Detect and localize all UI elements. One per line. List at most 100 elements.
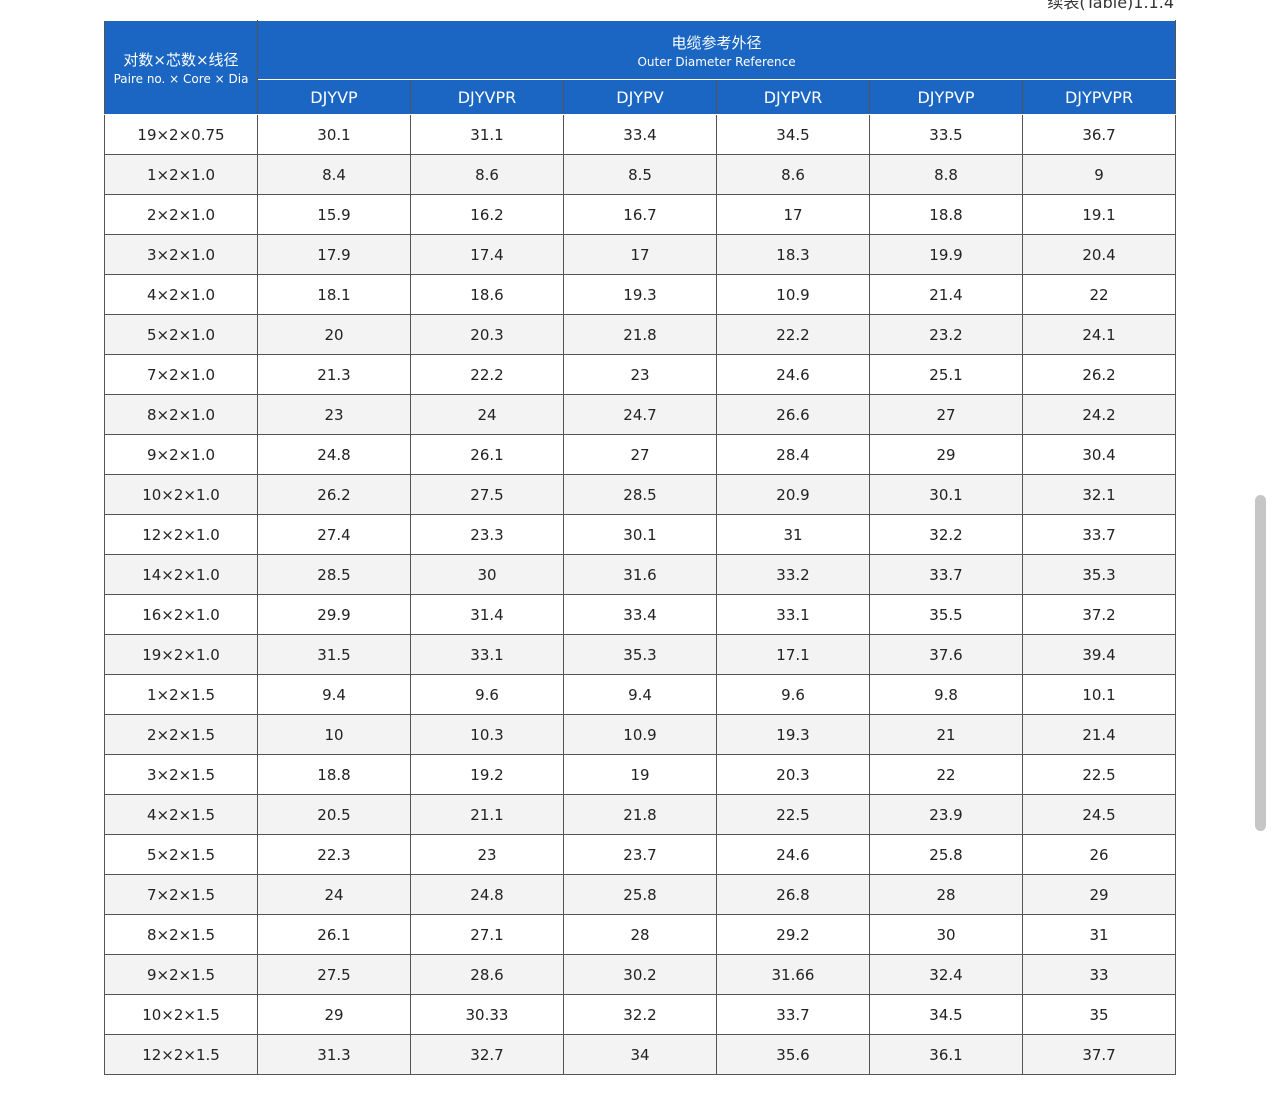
value-cell: 33 [1021, 954, 1177, 995]
value-cell: 24.6 [716, 834, 870, 875]
value-cell: 23.9 [869, 794, 1023, 835]
value-cell: 16.2 [410, 194, 564, 235]
value-cell: 31 [1021, 914, 1177, 955]
table-row: 9×2×1.0 24.8 26.1 27 28.4 29 30.4 [104, 434, 1177, 475]
group-header-cn: 电缆参考外径 [671, 33, 762, 52]
value-cell: 24.2 [1021, 394, 1177, 435]
table-caption: 续表(Table)1.1.4 [1047, 0, 1174, 12]
value-cell: 30.1 [563, 514, 717, 555]
value-cell: 32.2 [869, 514, 1023, 555]
value-cell: 33.7 [1021, 514, 1177, 555]
value-cell: 36.1 [869, 1034, 1023, 1075]
data-table: 对数×芯数×线径 Paire no. × Core × Dia 电缆参考外径 O… [104, 20, 1177, 1075]
value-cell: 33.1 [410, 634, 564, 675]
value-cell: 35.3 [563, 634, 717, 675]
value-cell: 8.4 [257, 154, 411, 195]
spec-header: 对数×芯数×线径 Paire no. × Core × Dia [104, 20, 258, 115]
value-cell: 32.7 [410, 1034, 564, 1075]
value-cell: 26.1 [257, 914, 411, 955]
value-cell: 31.1 [410, 114, 564, 155]
value-cell: 32.2 [563, 994, 717, 1035]
value-cell: 26.2 [257, 474, 411, 515]
value-cell: 28.6 [410, 954, 564, 995]
table-row: 9×2×1.5 27.5 28.6 30.2 31.66 32.4 33 [104, 954, 1177, 995]
value-cell: 20.4 [1021, 234, 1177, 275]
value-cell: 10.9 [563, 714, 717, 755]
value-cell: 20.5 [257, 794, 411, 835]
value-cell: 18.3 [716, 234, 870, 275]
value-cell: 33.2 [716, 554, 870, 595]
value-cell: 30.2 [563, 954, 717, 995]
value-cell: 19.3 [716, 714, 870, 755]
value-cell: 9.4 [563, 674, 717, 715]
spec-cell: 8×2×1.0 [104, 394, 258, 435]
spec-cell: 10×2×1.5 [104, 994, 258, 1035]
value-cell: 31.4 [410, 594, 564, 635]
value-cell: 27.5 [257, 954, 411, 995]
value-cell: 19.2 [410, 754, 564, 795]
value-cell: 25.8 [563, 874, 717, 915]
spec-cell: 7×2×1.5 [104, 874, 258, 915]
value-cell: 9 [1021, 154, 1177, 195]
value-cell: 32.1 [1021, 474, 1177, 515]
value-cell: 33.4 [563, 114, 717, 155]
value-cell: 21.4 [1021, 714, 1177, 755]
value-cell: 29 [869, 434, 1023, 475]
value-cell: 30.4 [1021, 434, 1177, 475]
value-cell: 9.4 [257, 674, 411, 715]
value-cell: 24.5 [1021, 794, 1177, 835]
value-cell: 31.5 [257, 634, 411, 675]
value-cell: 24.7 [563, 394, 717, 435]
value-cell: 21 [869, 714, 1023, 755]
table-row: 16×2×1.0 29.9 31.4 33.4 33.1 35.5 37.2 [104, 594, 1177, 635]
spec-header-cn: 对数×芯数×线径 [123, 51, 239, 69]
table-row: 12×2×1.5 31.3 32.7 34 35.6 36.1 37.7 [104, 1034, 1177, 1075]
spec-cell: 16×2×1.0 [104, 594, 258, 635]
spec-cell: 2×2×1.5 [104, 714, 258, 755]
value-cell: 18.1 [257, 274, 411, 315]
value-cell: 25.8 [869, 834, 1023, 875]
table-row: 10×2×1.0 26.2 27.5 28.5 20.9 30.1 32.1 [104, 474, 1177, 515]
value-cell: 16.7 [563, 194, 717, 235]
value-cell: 19.1 [1021, 194, 1177, 235]
spec-cell: 5×2×1.0 [104, 314, 258, 355]
value-cell: 37.2 [1021, 594, 1177, 635]
table-row: 7×2×1.5 24 24.8 25.8 26.8 28 29 [104, 874, 1177, 915]
value-cell: 17.4 [410, 234, 564, 275]
value-cell: 37.7 [1021, 1034, 1177, 1075]
value-cell: 26 [1021, 834, 1177, 875]
value-cell: 22.3 [257, 834, 411, 875]
value-cell: 17.1 [716, 634, 870, 675]
value-cell: 21.4 [869, 274, 1023, 315]
value-cell: 22.2 [716, 314, 870, 355]
table-row: 5×2×1.5 22.3 23 23.7 24.6 25.8 26 [104, 834, 1177, 875]
value-cell: 23.3 [410, 514, 564, 555]
value-cell: 31.6 [563, 554, 717, 595]
value-cell: 26.2 [1021, 354, 1177, 395]
value-cell: 28.4 [716, 434, 870, 475]
spec-cell: 3×2×1.5 [104, 754, 258, 795]
value-cell: 23.7 [563, 834, 717, 875]
spec-cell: 1×2×1.5 [104, 674, 258, 715]
value-cell: 33.1 [716, 594, 870, 635]
value-cell: 20 [257, 314, 411, 355]
value-cell: 35 [1021, 994, 1177, 1035]
value-cell: 18.8 [869, 194, 1023, 235]
value-cell: 32.4 [869, 954, 1023, 995]
value-cell: 10.9 [716, 274, 870, 315]
value-cell: 23.2 [869, 314, 1023, 355]
value-cell: 22 [1021, 274, 1177, 315]
value-cell: 22.5 [716, 794, 870, 835]
value-cell: 10.3 [410, 714, 564, 755]
value-cell: 29.2 [716, 914, 870, 955]
value-cell: 9.8 [869, 674, 1023, 715]
value-cell: 24.6 [716, 354, 870, 395]
value-cell: 33.4 [563, 594, 717, 635]
scrollbar[interactable] [1255, 495, 1266, 831]
value-cell: 30.1 [257, 114, 411, 155]
value-cell: 33.7 [869, 554, 1023, 595]
value-cell: 35.3 [1021, 554, 1177, 595]
value-cell: 18.6 [410, 274, 564, 315]
value-cell: 23 [563, 354, 717, 395]
